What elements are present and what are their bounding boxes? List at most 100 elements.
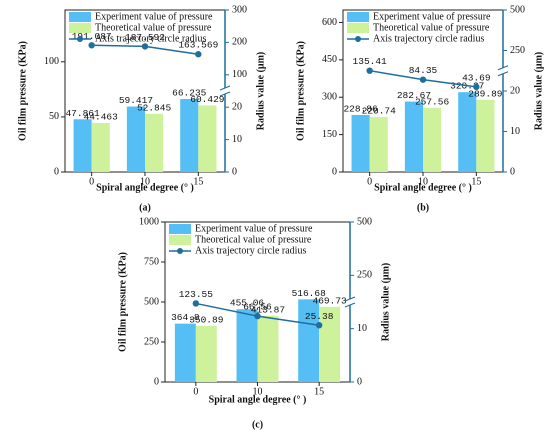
value-label: 220.74 [362,106,397,117]
value-label: 289.89 [468,88,503,99]
line-marker [195,51,202,58]
y-tick-label: 750 [144,256,159,267]
value-label: 135.41 [353,56,388,67]
bar [73,119,92,172]
value-label: 516.68 [292,288,327,299]
x-tick-label: 15 [471,176,481,187]
y-tick-label: 0 [332,166,337,177]
legend-label: Theoretical value of pressure [95,22,212,33]
panel-label: (a) [139,202,151,213]
y2-tick-label: 500 [357,216,372,227]
bar [195,325,217,382]
y-tick-label: 0 [54,166,59,177]
y2-tick-label: 10 [510,126,520,137]
y2-axis-title: Radius value (μm) [380,263,391,341]
x-tick-label: 0 [367,176,372,187]
value-label: 364.8 [171,312,200,323]
y2-tick-label: 10 [232,134,242,145]
bar [91,122,110,172]
panel-label: (b) [417,202,429,213]
y2-tick-label: 0 [510,166,515,177]
y2-tick-label: 100 [232,69,247,80]
value-label: 123.55 [179,289,214,300]
line-marker [473,83,480,91]
legend-label: Theoretical value of pressure [195,234,312,245]
x-tick-label: 10 [140,176,150,187]
y2-tick-label: 20 [232,101,242,112]
bar [369,116,388,172]
y-tick-label: 450 [322,54,337,65]
y-tick-label: 300 [322,92,337,103]
legend-label: Experiment value of pressure [373,11,491,22]
legend-marker [355,36,361,42]
x-tick-label: 10 [418,176,428,187]
axis-break [219,85,231,91]
panel-label: (c) [252,419,263,430]
y2-tick-label: 250 [357,270,372,281]
x-tick-label: 15 [193,176,203,187]
bar [298,299,320,382]
legend-label: Experiment value of pressure [95,11,213,22]
y-axis-title: Oil film pressure (KPa) [117,252,128,352]
legend-swatch [347,23,369,33]
axis-break-gap [222,88,228,94]
y2-tick-label: 250 [510,45,525,56]
y-tick-label: 1000 [139,216,159,227]
value-label: 84.35 [409,65,438,76]
legend-label: Axis trajectory circle radius [95,33,206,44]
axis-break [497,65,509,71]
line-marker [315,322,323,329]
bar [236,309,258,382]
value-label: 413.87 [251,304,285,315]
y2-axis-title: Radius value (μm) [255,52,266,130]
y-tick-label: 250 [144,336,159,347]
y2-tick-label: 20 [510,85,520,96]
axis-break [497,71,509,77]
legend-label: Axis trajectory circle radius [195,245,306,256]
value-label: 44.463 [84,112,119,123]
x-tick-label: 15 [314,386,324,397]
bar [404,101,423,172]
bar [257,315,279,382]
value-label: 60.429 [190,94,225,105]
x-tick-label: 0 [193,386,198,397]
y-axis-title: Oil film pressure (KPa) [17,41,28,141]
y2-tick-label: 200 [232,37,247,48]
value-label: 469.73 [313,295,348,306]
bar [145,113,164,172]
legend-swatch [69,12,91,22]
y-tick-label: 500 [144,296,159,307]
axis-break [219,91,231,97]
y-tick-label: 150 [322,129,337,140]
bar [126,106,145,172]
bar [351,114,370,172]
value-label: 191.087 [72,31,112,42]
bar [319,306,341,382]
bar [198,105,217,172]
value-label: 66.235 [172,88,207,99]
value-label: 455.06 [230,298,265,309]
legend-swatch [169,224,191,234]
x-axis-title: Spiral angle degree (° ) [209,394,307,405]
x-axis-title: Spiral angle degree (° ) [96,182,194,193]
bar [174,323,196,382]
legend-swatch [69,23,91,33]
legend-swatch [347,12,369,22]
legend-marker [77,36,83,42]
value-label: 282.67 [397,90,431,101]
legend-label: Theoretical value of pressure [373,22,490,33]
y2-axis-title: Radius value (μm) [533,52,544,130]
value-label: 257.56 [415,96,450,107]
line-marker [366,67,373,74]
legend-marker [177,248,183,254]
bar [423,107,442,172]
value-label: 350.89 [189,314,224,325]
legend-swatch [169,235,191,245]
axis-break-gap [347,299,353,305]
line-marker [88,42,95,49]
value-label: 47.861 [65,108,100,119]
value-label: 66.56 [243,302,272,313]
value-label: 59.417 [119,95,153,106]
line-marker [419,76,427,83]
legend-label: Experiment value of pressure [195,223,313,234]
